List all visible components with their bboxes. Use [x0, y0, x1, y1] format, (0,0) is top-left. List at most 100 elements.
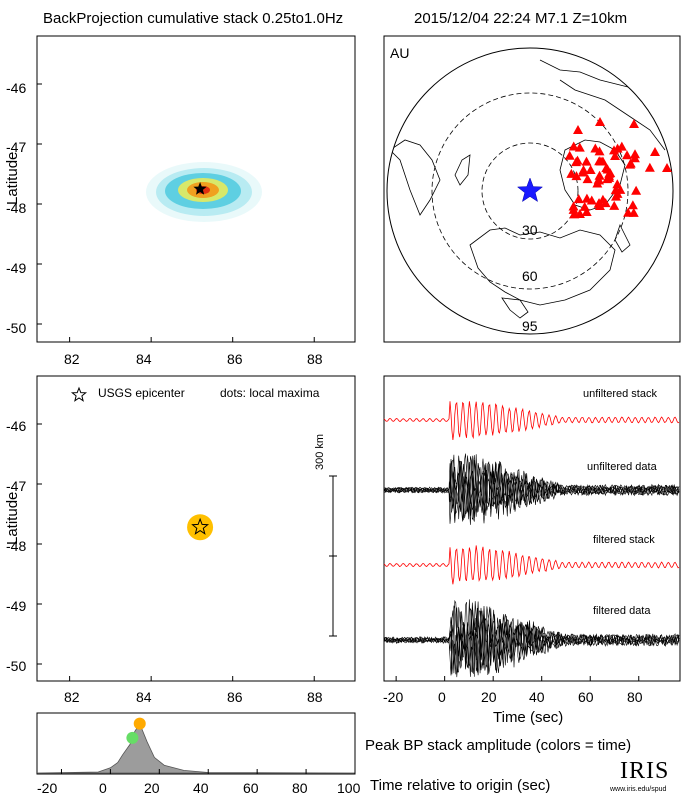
peak-xtick: 100 — [337, 780, 361, 796]
map-ring-label-60: 60 — [522, 268, 538, 284]
station-triangle — [573, 125, 583, 134]
peak-caption: Peak BP stack amplitude (colors = time) — [365, 737, 632, 754]
waveform-trace — [383, 545, 680, 585]
event-info: 2015/12/04 22:24 M7.1 Z=10km — [414, 10, 628, 27]
coastlines — [389, 54, 666, 319]
maxima-xtick: 86 — [227, 689, 243, 705]
station-map — [386, 47, 674, 335]
station-triangle — [604, 172, 615, 182]
station-triangle — [595, 156, 606, 166]
station-triangle — [594, 198, 605, 208]
peak-xtick: 80 — [292, 780, 308, 796]
peak-time-dots — [126, 717, 146, 744]
station-triangle — [595, 117, 605, 126]
bp-ytick: -48 — [6, 200, 27, 216]
maxima-xtick: 88 — [307, 689, 323, 705]
station-triangle — [573, 194, 584, 204]
wave-xtick: 0 — [438, 689, 446, 705]
trace-label: unfiltered data — [587, 461, 657, 473]
station-triangle — [612, 188, 623, 198]
bp-xtick: 86 — [227, 351, 243, 367]
map-ring-label-95: 95 — [522, 318, 538, 334]
wave-xtick: 60 — [578, 689, 594, 705]
station-triangle — [582, 174, 593, 184]
station-triangle — [568, 141, 579, 151]
peak-xlabel: Time relative to origin (sec) — [370, 777, 551, 794]
station-triangle — [585, 165, 596, 175]
wave-xlabel: Time (sec) — [493, 709, 564, 726]
bp-xtick: 88 — [307, 351, 323, 367]
peak-panel-frame — [36, 712, 356, 775]
local-maximum-dot — [187, 514, 214, 541]
bp-heatmap — [146, 162, 262, 222]
peak-time-dot — [133, 717, 146, 730]
trace-label: unfiltered stack — [583, 388, 657, 400]
scale-bar-label: 300 km — [314, 433, 326, 470]
waveform-trace — [383, 401, 680, 441]
map-projection-label: AU — [390, 45, 410, 61]
chart-title: BackProjection cumulative stack 0.25to1.… — [43, 10, 344, 27]
map-ring-30 — [481, 142, 579, 240]
station-triangle — [581, 156, 592, 166]
bp-epicenter-star — [193, 182, 207, 195]
station-triangle — [581, 206, 592, 216]
waveform-trace — [383, 456, 680, 522]
legend-epicenter-label: USGS epicenter — [98, 386, 185, 400]
station-triangle — [623, 207, 634, 217]
station-triangle — [578, 165, 589, 175]
station-triangle — [631, 185, 642, 195]
maxima-epicenter-star — [191, 517, 210, 535]
peak-xtick: 40 — [193, 780, 209, 796]
trace-label: filtered data — [593, 605, 651, 617]
station-triangle — [600, 198, 611, 208]
station-triangle — [572, 155, 583, 165]
map-ring-60 — [431, 92, 629, 290]
station-triangle — [610, 151, 621, 161]
maxima-ytick: -46 — [6, 418, 27, 434]
wave-xtick: 20 — [481, 689, 497, 705]
station-triangle — [627, 200, 638, 210]
station-triangle — [586, 195, 597, 205]
bp-ytick: -50 — [6, 320, 27, 336]
bp-xtick: 82 — [64, 351, 80, 367]
wave-xtick: -20 — [383, 689, 404, 705]
scale-bar — [329, 475, 337, 637]
maxima-ylabel: Latitude — [4, 491, 21, 545]
peak-xtick: -20 — [37, 780, 58, 796]
map-epicenter-star — [516, 177, 544, 203]
peak-xtick: 60 — [243, 780, 259, 796]
station-triangle — [564, 150, 575, 160]
station-triangle — [566, 168, 577, 178]
station-triangle — [662, 163, 672, 172]
station-triangle — [630, 149, 641, 159]
maxima-xtick: 84 — [136, 689, 152, 705]
maxima-ytick: -49 — [6, 598, 27, 614]
legend-star-icon — [70, 386, 88, 402]
maxima-ytick: -48 — [6, 538, 27, 554]
wave-xtick: 80 — [627, 689, 643, 705]
waveform-trace — [383, 460, 680, 524]
station-triangle — [612, 143, 623, 153]
bp-xtick: 84 — [136, 351, 152, 367]
station-triangle — [609, 200, 620, 210]
station-triangle — [569, 209, 580, 219]
legend-dots-label: dots: local maxima — [220, 386, 320, 400]
maxima-ytick: -50 — [6, 658, 27, 674]
station-markers — [564, 117, 672, 219]
trace-label: filtered stack — [593, 534, 655, 546]
station-triangle — [629, 119, 639, 128]
station-triangle — [622, 150, 633, 160]
bp-ylabel: Latitude — [4, 151, 21, 205]
bp-ytick: -49 — [6, 260, 27, 276]
waveform-traces — [383, 401, 680, 678]
peak-xtick: 20 — [144, 780, 160, 796]
iris-url: www.iris.edu/spud — [610, 786, 667, 793]
station-triangle — [594, 170, 605, 180]
peak-time-dot — [126, 731, 139, 744]
station-triangle — [650, 147, 660, 156]
map-ring-label-30: 30 — [522, 222, 538, 238]
station-triangle — [594, 146, 605, 156]
station-triangle — [568, 204, 579, 214]
maxima-ytick: -47 — [6, 478, 27, 494]
